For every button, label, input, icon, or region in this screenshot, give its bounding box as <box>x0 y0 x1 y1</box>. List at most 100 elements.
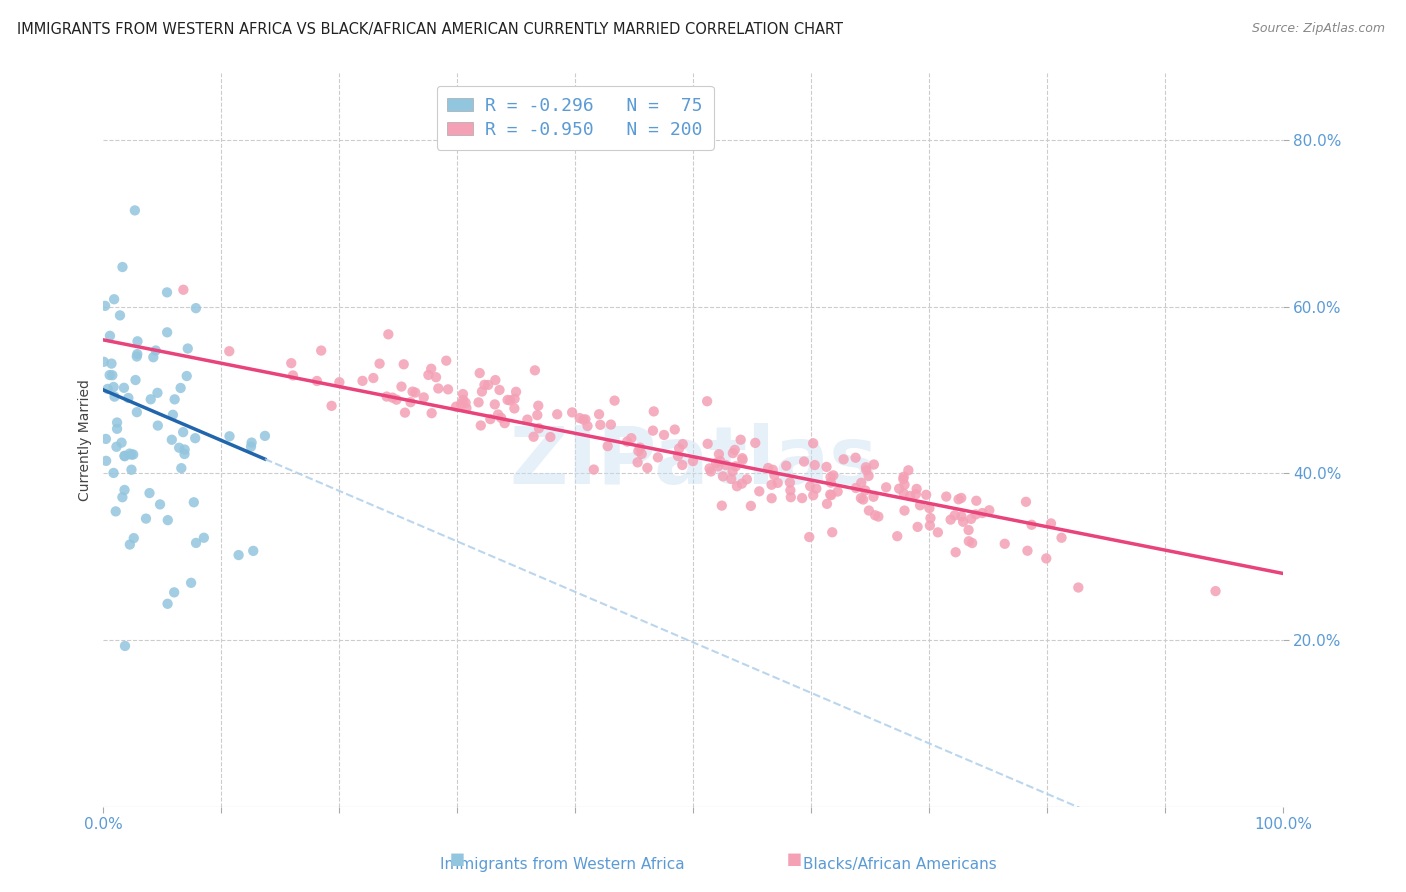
Point <box>731 451 754 466</box>
Point <box>391 379 413 393</box>
Point <box>845 481 868 495</box>
Point <box>163 585 186 599</box>
Point <box>927 525 949 540</box>
Point <box>815 497 838 511</box>
Point <box>121 448 143 462</box>
Point <box>761 491 783 506</box>
Text: Immigrants from Western Africa: Immigrants from Western Africa <box>440 857 685 872</box>
Point <box>803 458 825 472</box>
Point <box>711 469 734 483</box>
Point <box>863 458 886 472</box>
Point <box>399 395 422 409</box>
Point <box>731 476 754 491</box>
Point <box>806 482 828 496</box>
Point <box>412 391 434 405</box>
Point <box>218 429 240 443</box>
Point <box>707 459 730 474</box>
Point <box>503 392 526 406</box>
Point <box>546 407 568 421</box>
Point <box>666 449 689 463</box>
Point <box>950 491 973 505</box>
Point <box>112 381 135 395</box>
Point <box>721 446 744 460</box>
Point <box>149 497 172 511</box>
Point <box>321 399 343 413</box>
Point <box>630 447 652 461</box>
Point <box>647 450 669 465</box>
Point <box>526 408 548 422</box>
Point <box>471 384 494 399</box>
Point <box>821 525 844 540</box>
Point <box>177 342 200 356</box>
Legend: R = -0.296   N =  75, R = -0.950   N = 200: R = -0.296 N = 75, R = -0.950 N = 200 <box>437 86 714 150</box>
Point <box>173 447 195 461</box>
Point <box>582 462 605 476</box>
Point <box>172 425 194 439</box>
Point <box>486 408 509 422</box>
Point <box>427 382 450 396</box>
Point <box>98 328 121 343</box>
Point <box>845 450 868 465</box>
Point <box>920 511 942 525</box>
Point <box>875 480 897 494</box>
Point <box>114 483 136 497</box>
Point <box>572 413 595 427</box>
Point <box>724 442 747 457</box>
Point <box>889 482 911 496</box>
Point <box>904 487 927 501</box>
Point <box>173 442 195 457</box>
Point <box>479 412 502 426</box>
Point <box>218 344 240 359</box>
Point <box>960 536 983 550</box>
Point <box>242 544 264 558</box>
Point <box>589 417 612 432</box>
Point <box>620 431 643 445</box>
Point <box>748 484 770 499</box>
Point <box>790 491 813 505</box>
Point <box>169 381 191 395</box>
Point <box>118 447 141 461</box>
Point <box>418 368 440 382</box>
Point <box>643 404 665 418</box>
Point <box>851 475 873 490</box>
Point <box>122 531 145 545</box>
Point <box>146 418 169 433</box>
Point <box>105 416 128 430</box>
Point <box>574 412 596 426</box>
Point <box>477 378 499 392</box>
Point <box>156 513 179 527</box>
Point <box>652 428 675 442</box>
Point <box>799 530 821 544</box>
Point <box>94 454 117 468</box>
Point <box>135 511 157 525</box>
Point <box>538 430 561 444</box>
Point <box>775 458 797 473</box>
Point <box>994 537 1017 551</box>
Point <box>820 475 842 490</box>
Text: ▪: ▪ <box>449 847 465 871</box>
Point <box>499 393 522 408</box>
Point <box>456 401 478 415</box>
Point <box>818 487 841 501</box>
Point <box>761 477 783 491</box>
Point <box>700 465 723 479</box>
Point <box>184 431 207 445</box>
Point <box>852 492 875 507</box>
Point <box>704 456 727 470</box>
Point <box>156 285 179 300</box>
Point <box>561 405 583 419</box>
Point <box>170 461 193 475</box>
Point <box>952 515 974 529</box>
Point <box>484 373 506 387</box>
Point <box>799 479 821 493</box>
Point <box>377 327 399 342</box>
Point <box>114 449 136 463</box>
Point <box>523 363 546 377</box>
Point <box>950 509 973 524</box>
Point <box>127 334 149 349</box>
Point <box>124 373 146 387</box>
Point <box>735 472 758 486</box>
Point <box>682 454 704 468</box>
Point <box>779 490 801 504</box>
Point <box>142 350 165 364</box>
